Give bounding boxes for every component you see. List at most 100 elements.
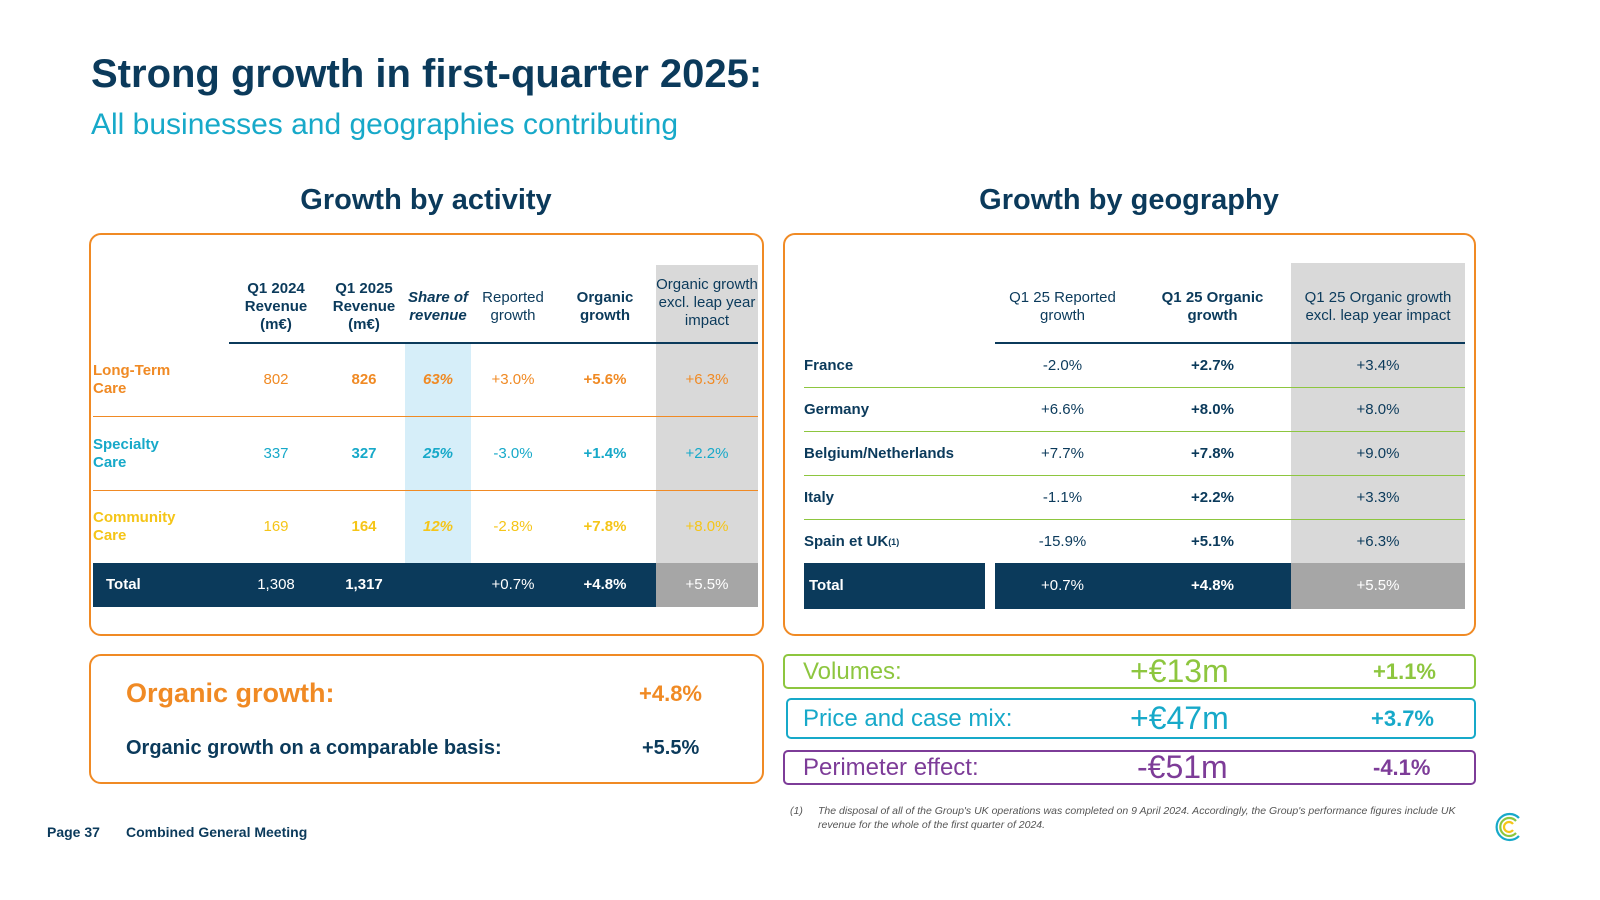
col-organic-growth: Organic growth [576,289,634,324]
row-divider [93,490,758,491]
total-label: Total [106,576,141,593]
cell-value: +6.3% [1356,533,1400,550]
row-divider [804,387,1465,388]
bridge-row-volumes: Volumes: +€13m +1.1% [783,653,1476,689]
organic-growth-label: Organic growth: [126,678,335,708]
bridge-row-price-mix: Price and case mix: +€47m +3.7% [786,698,1476,739]
footer-event-name: Combined General Meeting [126,824,308,840]
cell-value: +4.8% [583,576,627,593]
cell-value: +4.8% [1191,577,1234,594]
col-reported-growth: Reported growth [482,289,544,324]
cell-value: -2.0% [1042,357,1083,374]
row-label-specialty-care: Specialty Care [93,436,159,471]
cell-value: 802 [263,371,289,388]
bridge-pct: +1.1% [1373,658,1436,684]
cell-value: -1.1% [1042,489,1083,506]
footnote: (1) The disposal of all of the Group's U… [790,804,1480,832]
share-column-highlight [405,343,471,563]
bridge-amount: +€13m [1130,653,1229,689]
row-label-italy: Italy [804,489,835,506]
total-row-bg [995,563,1291,609]
cell-value: 164 [351,518,377,535]
activity-heading: Growth by activity [300,184,552,216]
bridge-label: Price and case mix: [803,704,1013,732]
cell-value: -15.9% [1038,533,1087,550]
row-divider [93,416,758,417]
row-divider [804,475,1465,476]
cell-value: 1,308 [257,576,295,593]
organic-growth-value: +4.8% [639,681,702,706]
cell-value: +7.8% [583,518,627,535]
cell-value: +8.0% [685,518,729,535]
cell-value: +6.6% [1041,401,1084,418]
col-q1-25-organic: Q1 25 Organic growth [1161,289,1264,324]
row-label-long-term-care: Long-Term Care [93,362,171,397]
bridge-amount: +€47m [1130,700,1229,736]
geography-heading: Growth by geography [979,184,1279,216]
total-label: Total [809,577,844,594]
row-label-france: France [804,357,854,374]
cell-value: +9.0% [1356,445,1400,462]
page-subtitle: All businesses and geographies contribut… [91,108,679,141]
cell-value: 327 [351,445,377,462]
cell-value: 1,317 [345,576,383,593]
footnote-text: The disposal of all of the Group's UK op… [818,805,1456,832]
cell-value: +5.1% [1191,533,1234,550]
bridge-amount: -€51m [1137,749,1228,785]
bridge-pct: -4.1% [1373,754,1431,780]
cell-value: 826 [351,371,377,388]
row-label-community-care: Community Care [93,509,176,544]
total-row-bg [93,563,656,607]
header-rule [995,342,1465,344]
organic-excl-column-highlight [656,265,758,563]
col-q1-25-organic-excl: Q1 25 Organic growth excl. leap year imp… [1304,289,1452,324]
activity-panel: Q1 2024 Revenue (m€) Q1 2025 Revenue (m€… [89,233,764,636]
total-row-bg-grey [1291,563,1465,609]
col-share-of-revenue: Share of revenue [407,289,468,324]
page-title: Strong growth in first-quarter 2025: [91,52,763,96]
cell-value: +5.6% [583,371,627,388]
total-row-bg [804,563,985,609]
bridge-row-perimeter: Perimeter effect: -€51m -4.1% [783,749,1476,785]
cell-value: +0.7% [1041,577,1084,594]
footnote-marker: (1) [888,536,900,547]
cell-value: -2.8% [493,518,533,535]
cell-value: +3.4% [1356,357,1400,374]
cell-value: +3.0% [491,371,535,388]
bridge-pct: +3.7% [1371,705,1434,731]
comparable-label: Organic growth on a comparable basis: [126,737,502,759]
geography-panel: Q1 25 Reported growth Q1 25 Organic grow… [783,233,1476,636]
row-label-germany: Germany [804,401,870,418]
company-logo-icon [1495,812,1520,842]
cell-value: +3.3% [1356,489,1400,506]
cell-value: 63% [422,371,454,388]
cell-value: +6.3% [685,371,729,388]
bridge-label: Perimeter effect: [803,753,979,781]
cell-value: +7.8% [1191,445,1234,462]
cell-value: +2.2% [685,445,729,462]
cell-value: +1.4% [583,445,627,462]
footnote-mark: (1) [790,805,803,817]
col-organic-excl-leap: Organic growth excl. leap year impact [656,276,758,329]
row-divider [804,431,1465,432]
comparable-value: +5.5% [642,737,700,759]
cell-value: 169 [263,518,289,535]
cell-value: 337 [263,445,289,462]
cell-value: +5.5% [1356,577,1400,594]
row-label-text: Spain et UK [804,533,889,550]
col-q1-2025-revenue: Q1 2025 Revenue (m€) [332,280,396,333]
cell-value: +2.2% [1191,489,1234,506]
cell-value: +8.0% [1191,401,1234,418]
footer-page-number: Page 37 [47,824,100,840]
header-rule [229,342,758,344]
cell-value: 12% [422,518,454,535]
cell-value: -3.0% [493,445,533,462]
cell-value: +0.7% [491,576,535,593]
cell-value: +8.0% [1356,401,1400,418]
cell-value: 25% [422,445,454,462]
total-row-bg-grey [656,563,758,607]
row-divider [804,519,1465,520]
organic-excl-column-highlight [1291,263,1465,609]
bridge-label: Volumes: [803,657,902,685]
organic-summary-panel: Organic growth: +4.8% Organic growth on … [89,654,764,784]
